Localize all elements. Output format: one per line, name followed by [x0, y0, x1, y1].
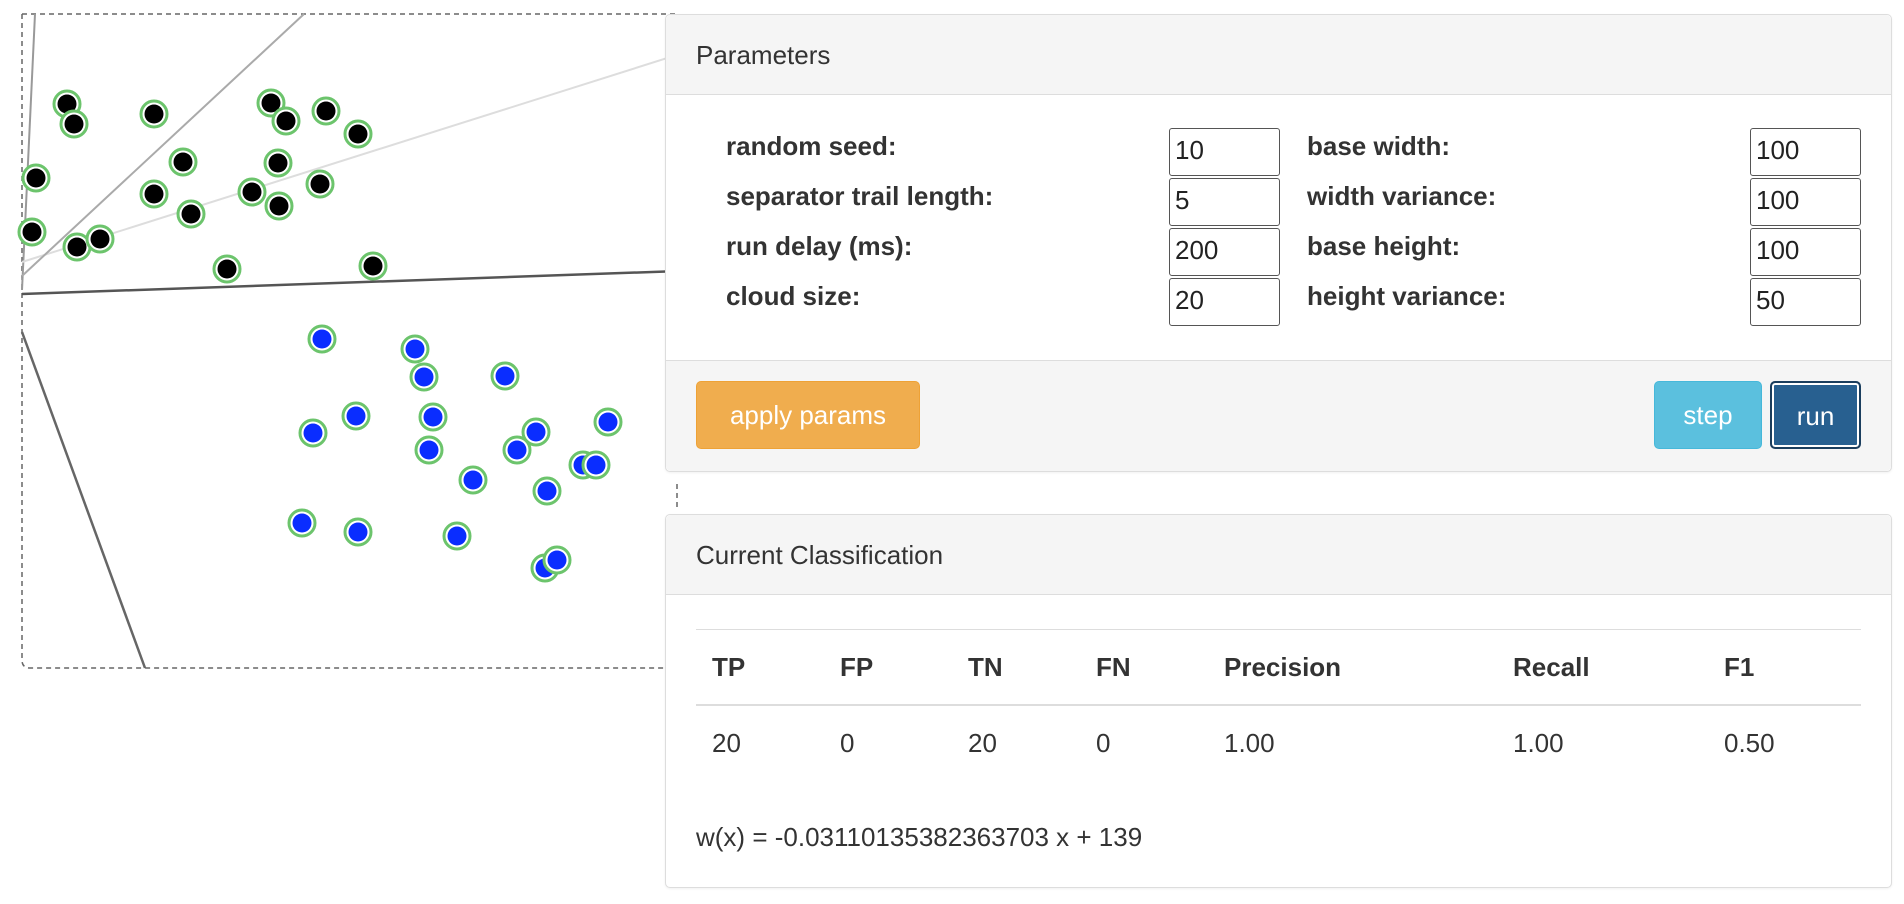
random-seed-input[interactable]: 10 — [1169, 128, 1280, 176]
canvas-border — [21, 13, 678, 669]
run-button[interactable]: run — [1770, 381, 1861, 449]
class-b-point — [458, 465, 488, 495]
header-precision: Precision — [1208, 629, 1497, 706]
parameters-form: random seed: 10 separator trail length: … — [666, 95, 1891, 359]
class-a-point — [139, 99, 169, 129]
class-a-point — [264, 191, 294, 221]
base-height-label: base height: — [1307, 231, 1461, 261]
classification-title: Current Classification — [666, 515, 1891, 595]
class-b-point — [307, 324, 337, 354]
classification-canvas — [0, 0, 680, 680]
value-precision: 1.00 — [1224, 727, 1275, 758]
run-delay-label: run delay (ms): — [726, 231, 913, 261]
class-a-point — [176, 199, 206, 229]
class-b-point — [593, 407, 623, 437]
class-a-point — [271, 106, 301, 136]
separator-trail-length-label: separator trail length: — [726, 181, 994, 211]
header-fp: FP — [824, 629, 952, 706]
width-variance-label: width variance: — [1307, 181, 1497, 211]
header-recall: Recall — [1497, 629, 1708, 706]
class-b-point — [341, 401, 371, 431]
scatter-plot — [17, 13, 680, 669]
weight-equation: w(x) = -0.03110135382363703 x + 139 — [696, 822, 1143, 852]
metrics-table: TP FP TN FN Precision Recall F1 20 0 20 … — [696, 629, 1861, 780]
class-b-point — [409, 362, 439, 392]
class-a-point — [305, 169, 335, 199]
base-height-input[interactable]: 100 — [1750, 228, 1861, 276]
cloud-size-input[interactable]: 20 — [1169, 278, 1280, 326]
parameters-title: Parameters — [666, 15, 1891, 95]
class-b-point — [343, 517, 373, 547]
separator-line — [20, 331, 147, 669]
class-a-point — [237, 177, 267, 207]
base-width-input[interactable]: 100 — [1750, 128, 1861, 176]
class-b-point — [287, 508, 317, 538]
class-a-point — [168, 147, 198, 177]
class-a-point — [212, 254, 242, 284]
separator-line — [21, 13, 305, 277]
class-a-point — [343, 119, 373, 149]
cloud-size-label: cloud size: — [726, 281, 861, 311]
step-button[interactable]: step — [1654, 381, 1762, 449]
class-b-point — [521, 417, 551, 447]
metrics-header-row: TP FP TN FN Precision Recall F1 — [696, 629, 1861, 706]
separator-line — [21, 13, 36, 291]
value-fp: 0 — [840, 727, 855, 758]
class-b-point — [298, 418, 328, 448]
value-recall: 1.00 — [1513, 727, 1564, 758]
header-fn: FN — [1080, 629, 1208, 706]
value-f1: 0.50 — [1724, 727, 1775, 758]
class-a-point — [358, 251, 388, 281]
class-b-point — [490, 361, 520, 391]
separator-line — [21, 269, 680, 296]
height-variance-input[interactable]: 50 — [1750, 278, 1861, 326]
parameters-panel: Parameters random seed: 10 separator tra… — [665, 14, 1892, 472]
class-b-point — [542, 545, 572, 575]
header-f1: F1 — [1708, 629, 1861, 706]
class-a-point — [59, 109, 89, 139]
apply-params-button[interactable]: apply params — [696, 381, 920, 449]
run-delay-input[interactable]: 200 — [1169, 228, 1280, 276]
class-a-point — [17, 217, 47, 247]
class-a-point — [21, 163, 51, 193]
class-b-point — [581, 450, 611, 480]
parameters-footer: apply params step run — [666, 360, 1891, 471]
separator-trail-length-input[interactable]: 5 — [1169, 178, 1280, 226]
class-b-point — [400, 334, 430, 364]
random-seed-label: random seed: — [726, 131, 897, 161]
class-a-point — [311, 96, 341, 126]
class-b-point — [418, 402, 448, 432]
value-tp: 20 — [712, 727, 741, 758]
header-tn: TN — [952, 629, 1080, 706]
value-tn: 20 — [968, 727, 997, 758]
class-a-point — [85, 224, 115, 254]
base-width-label: base width: — [1307, 131, 1451, 161]
metrics-value-row: 20 0 20 0 1.00 1.00 0.50 — [696, 705, 1861, 780]
classification-panel: Current Classification TP FP TN FN Preci… — [665, 514, 1892, 888]
separator-line — [21, 53, 680, 263]
value-fn: 0 — [1096, 727, 1111, 758]
separator-lines — [20, 13, 680, 669]
header-tp: TP — [696, 629, 824, 706]
class-a-point — [263, 148, 293, 178]
width-variance-input[interactable]: 100 — [1750, 178, 1861, 226]
class-b-point — [414, 435, 444, 465]
class-b-point — [532, 476, 562, 506]
height-variance-label: height variance: — [1307, 281, 1507, 311]
class-a-point — [139, 179, 169, 209]
class-b-point — [502, 435, 532, 465]
data-points — [17, 88, 623, 583]
class-b-point — [442, 521, 472, 551]
